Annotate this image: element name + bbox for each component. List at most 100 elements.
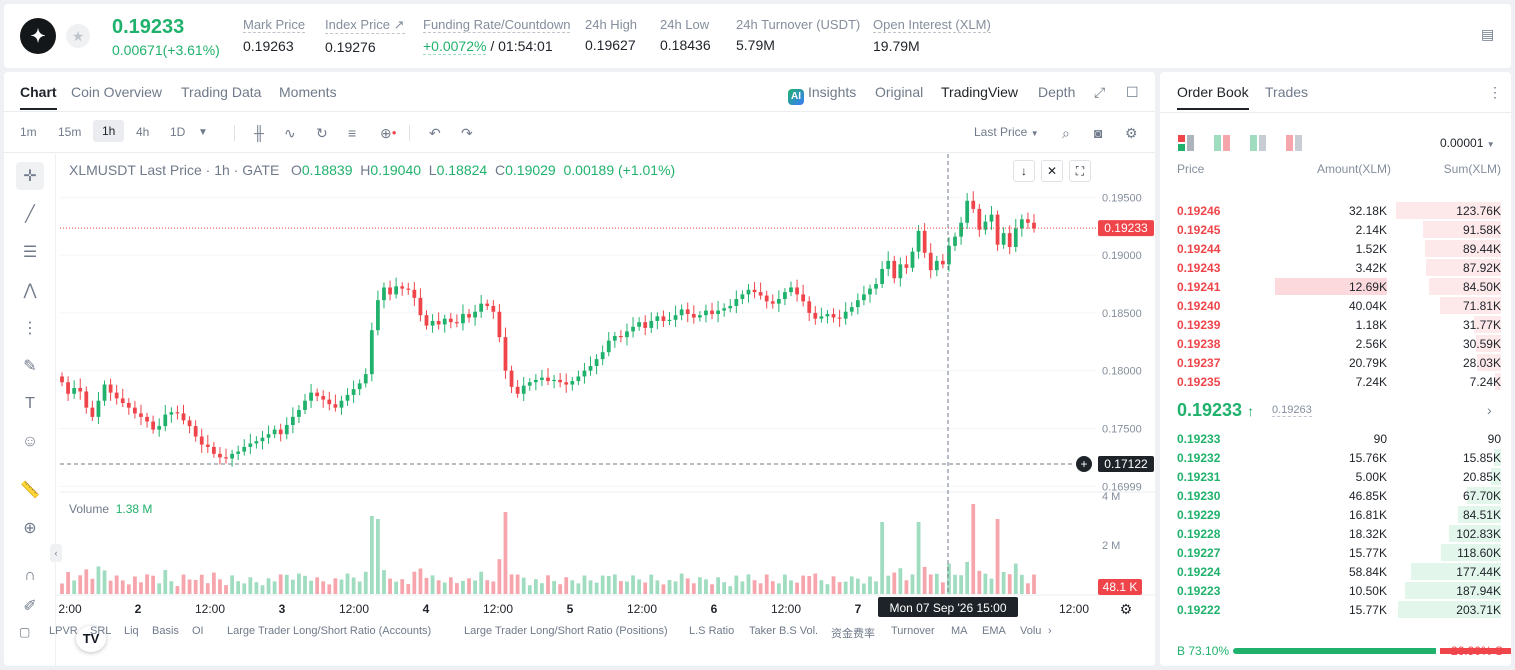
bid-row[interactable]: 0.19223 10.50K 187.94K (1160, 581, 1511, 600)
indicators-icon[interactable]: ∿ (284, 125, 296, 141)
indicator-more-icon[interactable]: › (1048, 625, 1052, 637)
magnet-tool-icon[interactable]: ∩ (24, 567, 36, 584)
book-mode-both-icon[interactable] (1178, 135, 1194, 151)
calendar-icon[interactable]: ▢ (19, 625, 31, 639)
zoom-in-tool-icon[interactable]: ⊕ (23, 520, 37, 537)
ask-row[interactable]: 0.19240 40.04K 71.81K (1160, 296, 1511, 315)
indicator-liq[interactable]: Liq (124, 625, 139, 637)
indicator-srl[interactable]: SRL (90, 625, 112, 637)
search-icon[interactable]: ⌕ (1062, 125, 1070, 141)
horizontal-lines-tool-icon[interactable]: ☰ (22, 244, 38, 261)
text-tool-icon[interactable]: T (25, 395, 35, 412)
ask-row[interactable]: 0.19239 1.18K 31.77K (1160, 315, 1511, 334)
lock-tool-icon[interactable]: ✐ (23, 598, 37, 615)
indicator-taker-vol[interactable]: Taker B.S Vol. (749, 625, 819, 637)
ask-row[interactable]: 0.19246 32.18K 123.76K (1160, 201, 1511, 220)
ask-row[interactable]: 0.19243 3.42K 87.92K (1160, 258, 1511, 277)
tab-trading-data[interactable]: Trading Data (181, 84, 262, 100)
tab-coin-overview[interactable]: Coin Overview (71, 84, 163, 100)
gear-icon[interactable]: ⚙ (1125, 125, 1138, 141)
bid-row[interactable]: 0.19224 58.84K 177.44K (1160, 562, 1511, 581)
book-mode-asks-icon[interactable] (1286, 135, 1302, 151)
interval-1d[interactable]: 1D (170, 125, 186, 139)
price-chart[interactable]: 0.19500 0.19000 0.18500 0.18000 0.17500 0.169… (4, 72, 1155, 666)
book-mode-bids-icon[interactable] (1250, 135, 1266, 151)
expand-icon[interactable]: ⤢ (1094, 84, 1106, 100)
bid-row[interactable]: 0.19229 16.81K 84.51K (1160, 505, 1511, 524)
tab-chart[interactable]: Chart (20, 84, 57, 110)
tab-trades[interactable]: Trades (1265, 84, 1309, 100)
candle-type-icon[interactable]: ╫ (254, 125, 264, 141)
settings-list-icon[interactable]: ≡ (348, 125, 357, 141)
emoji-tool-icon[interactable]: ☺ (21, 433, 39, 450)
refresh-icon[interactable]: ↻ (316, 125, 328, 141)
tab-order-book[interactable]: Order Book (1177, 84, 1249, 110)
ask-row[interactable]: 0.19235 7.24K 7.24K (1160, 372, 1511, 391)
index-price-stat[interactable]: Index Price ↗ 0.19276 (325, 17, 405, 55)
bid-row[interactable]: 0.19227 15.77K 118.60K (1160, 543, 1511, 562)
redo-icon[interactable]: ↷ (461, 125, 473, 141)
indicator-lpvr[interactable]: LPVR (49, 625, 78, 637)
chevron-right-icon[interactable]: › (1487, 402, 1492, 418)
indicator-lt-positions[interactable]: Large Trader Long/Short Ratio (Positions… (464, 625, 668, 637)
fullscreen-icon[interactable]: ⛶ (1069, 160, 1091, 182)
ask-row[interactable]: 0.19244 1.52K 89.44K (1160, 239, 1511, 258)
trend-line-tool-icon[interactable]: ╱ (25, 206, 35, 223)
bid-row[interactable]: 0.19228 18.32K 102.83K (1160, 524, 1511, 543)
candle-body (66, 382, 70, 394)
pattern-tool-icon[interactable]: ⋀ (23, 282, 37, 299)
interval-1m[interactable]: 1m (20, 125, 37, 139)
add-indicator-icon[interactable]: ⊕● (380, 125, 397, 141)
scroll-down-icon[interactable]: ↓ (1013, 160, 1035, 182)
ask-row[interactable]: 0.19241 12.69K 84.50K (1160, 277, 1511, 296)
candle-body (546, 377, 550, 382)
indicator-ma[interactable]: MA (951, 625, 968, 637)
indicator-funding-rate[interactable]: 资金费率 (831, 628, 875, 640)
bid-row[interactable]: 0.19231 5.00K 20.85K (1160, 467, 1511, 486)
undo-icon[interactable]: ↶ (429, 125, 441, 141)
ruler-tool-icon[interactable]: 📏 (20, 482, 40, 499)
view-depth[interactable]: Depth (1038, 84, 1076, 100)
bid-row[interactable]: 0.19230 46.85K 67.70K (1160, 486, 1511, 505)
fib-tool-icon[interactable]: ⋮ (22, 320, 38, 337)
indicator-volume[interactable]: Volu (1020, 625, 1042, 637)
bid-row[interactable]: 0.19233 90 90 (1160, 429, 1511, 448)
more-menu-icon[interactable]: ⋮ (1488, 84, 1502, 100)
indicator-lt-accounts[interactable]: Large Trader Long/Short Ratio (Accounts) (227, 625, 432, 637)
last-price-label: 0.19233 (1104, 221, 1148, 235)
book-mode-split-icon[interactable] (1214, 135, 1230, 151)
tab-moments[interactable]: Moments (279, 84, 337, 100)
brush-tool-icon[interactable]: ✎ (23, 358, 37, 375)
favorite-star-icon[interactable]: ★ (66, 24, 90, 48)
price-type-select[interactable]: Last Price ▼ (974, 125, 1039, 139)
interval-15m[interactable]: 15m (58, 125, 82, 139)
collapse-chart-icon[interactable]: ✕ (1041, 160, 1063, 182)
precision-select[interactable]: 0.00001 ▼ (1440, 136, 1495, 150)
indicator-basis[interactable]: Basis (152, 625, 179, 637)
indicator-ema[interactable]: EMA (982, 625, 1006, 637)
view-tradingview[interactable]: TradingView (941, 84, 1019, 100)
indicator-turnover[interactable]: Turnover (891, 625, 935, 637)
index-price-label[interactable]: Index Price ↗ (325, 17, 405, 34)
bid-row[interactable]: 0.19222 15.77K 203.71K (1160, 600, 1511, 619)
collapse-toolbar-icon[interactable]: ‹ (50, 544, 62, 562)
ask-row[interactable]: 0.19237 20.79K 28.03K (1160, 353, 1511, 372)
ask-row[interactable]: 0.19238 2.56K 30.59K (1160, 334, 1511, 353)
crosshair-tool-icon[interactable]: ✛ (16, 162, 44, 190)
amount-cell: 10.50K (1348, 584, 1387, 598)
interval-1h[interactable]: 1h (93, 120, 125, 142)
interval-dropdown-icon[interactable]: ▼ (198, 127, 208, 138)
insights-button[interactable]: AI Insights (788, 84, 856, 105)
notes-icon[interactable]: ▤ (1481, 26, 1495, 42)
price-cell: 0.19241 (1177, 280, 1221, 294)
volume-bar (236, 581, 241, 594)
indicator-ls-ratio[interactable]: L.S Ratio (689, 625, 735, 637)
interval-4h[interactable]: 4h (136, 125, 150, 139)
chart-tabs: Chart Coin Overview Trading Data Moments… (4, 72, 1155, 112)
view-original[interactable]: Original (875, 84, 924, 100)
window-icon[interactable]: ☐ (1126, 84, 1139, 100)
camera-icon[interactable]: ◙ (1094, 125, 1103, 141)
ask-row[interactable]: 0.19245 2.14K 91.58K (1160, 220, 1511, 239)
bid-row[interactable]: 0.19232 15.76K 15.85K (1160, 448, 1511, 467)
indicator-oi[interactable]: OI (192, 625, 204, 637)
